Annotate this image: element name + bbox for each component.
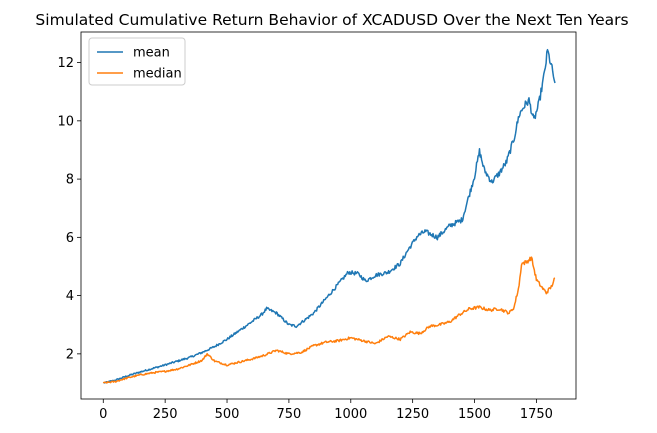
x-tick-label: 0 <box>99 407 107 422</box>
x-tick-label: 1250 <box>396 407 429 422</box>
y-tick-label: 12 <box>57 56 74 71</box>
y-tick-label: 2 <box>66 347 74 362</box>
series-layer <box>102 48 556 384</box>
series-line-median <box>102 256 556 384</box>
series-line-mean <box>102 48 556 384</box>
legend-label-mean: mean <box>133 46 170 61</box>
chart-title: Simulated Cumulative Return Behavior of … <box>35 11 628 29</box>
axes-frame <box>80 31 577 400</box>
y-tick-label: 8 <box>66 173 74 188</box>
y-tick-label: 4 <box>66 289 74 304</box>
x-tick-label: 1000 <box>334 407 367 422</box>
y-tick-label: 6 <box>66 231 74 246</box>
legend: mean median <box>88 37 186 86</box>
x-tick-label: 1500 <box>458 407 491 422</box>
x-tick-label: 750 <box>276 407 301 422</box>
x-tick-label: 250 <box>153 407 178 422</box>
x-tick-label: 500 <box>215 407 240 422</box>
axes-layer: 0 250 500 750 1000 1250 1500 1750 2 4 6 8 10 12 <box>57 31 577 422</box>
legend-label-median: median <box>133 67 182 82</box>
x-tick-label: 1750 <box>520 407 553 422</box>
y-tick-label: 10 <box>57 114 74 129</box>
